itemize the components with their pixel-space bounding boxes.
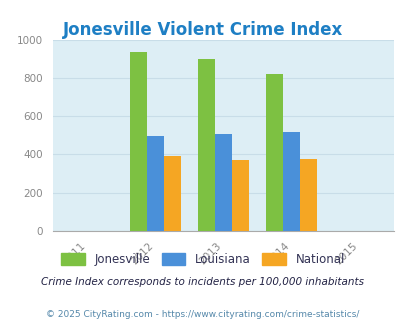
Bar [129, 52, 146, 231]
Bar [231, 160, 248, 231]
Bar [146, 136, 163, 231]
Bar [214, 134, 231, 231]
Text: Crime Index corresponds to incidents per 100,000 inhabitants: Crime Index corresponds to incidents per… [41, 278, 364, 287]
Legend: Jonesville, Louisiana, National: Jonesville, Louisiana, National [56, 248, 349, 271]
Text: © 2025 CityRating.com - https://www.cityrating.com/crime-statistics/: © 2025 CityRating.com - https://www.city… [46, 310, 359, 319]
Bar [299, 159, 316, 231]
Bar [197, 59, 214, 231]
Bar [265, 74, 282, 231]
Text: Jonesville Violent Crime Index: Jonesville Violent Crime Index [63, 21, 342, 40]
Bar [282, 132, 299, 231]
Bar [163, 156, 180, 231]
